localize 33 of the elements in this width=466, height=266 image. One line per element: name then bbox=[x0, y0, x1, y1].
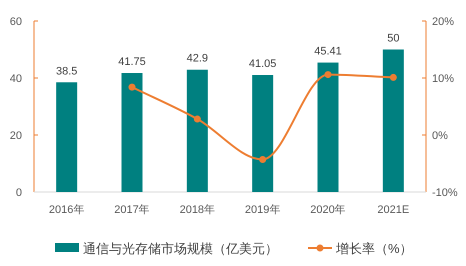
point bbox=[324, 71, 332, 78]
bar bbox=[186, 70, 208, 192]
data-label: 38.5 bbox=[56, 65, 78, 78]
y2-tick-label: 20% bbox=[432, 16, 454, 28]
x-tick-label: 2020年 bbox=[310, 204, 346, 216]
point bbox=[390, 74, 397, 81]
bar bbox=[382, 50, 404, 192]
bar bbox=[122, 73, 142, 192]
point bbox=[128, 84, 136, 91]
y2-tick-label: -10% bbox=[432, 187, 458, 199]
y2-tick-label: 10% bbox=[432, 73, 454, 85]
data-label: 50 bbox=[387, 32, 400, 44]
data-label: 45.41 bbox=[314, 46, 342, 58]
data-label: 41.05 bbox=[248, 58, 276, 70]
bar bbox=[252, 75, 274, 192]
y-tick-label: 40 bbox=[10, 73, 22, 85]
point bbox=[194, 116, 201, 123]
x-tick-label: 2017年 bbox=[114, 204, 150, 216]
x-tick-label: 2018年 bbox=[180, 204, 216, 216]
data-label: 42.9 bbox=[186, 52, 208, 65]
bar bbox=[318, 62, 338, 192]
legend-label: 通信与光存储市场规模（亿美元） bbox=[83, 241, 278, 256]
legend-label: 增长率（%） bbox=[335, 241, 413, 256]
data-label: 41.75 bbox=[118, 56, 146, 68]
y2-tick-label: 0% bbox=[432, 130, 448, 142]
bar bbox=[56, 82, 78, 192]
y-tick-label: 20 bbox=[10, 130, 22, 142]
y-tick-label: 60 bbox=[10, 16, 22, 28]
x-tick-label: 2016年 bbox=[48, 204, 84, 216]
x-tick-label: 2019年 bbox=[244, 204, 280, 216]
point bbox=[259, 156, 266, 164]
x-tick-label: 2021E bbox=[377, 204, 410, 216]
y-tick-label: 0 bbox=[16, 187, 22, 199]
